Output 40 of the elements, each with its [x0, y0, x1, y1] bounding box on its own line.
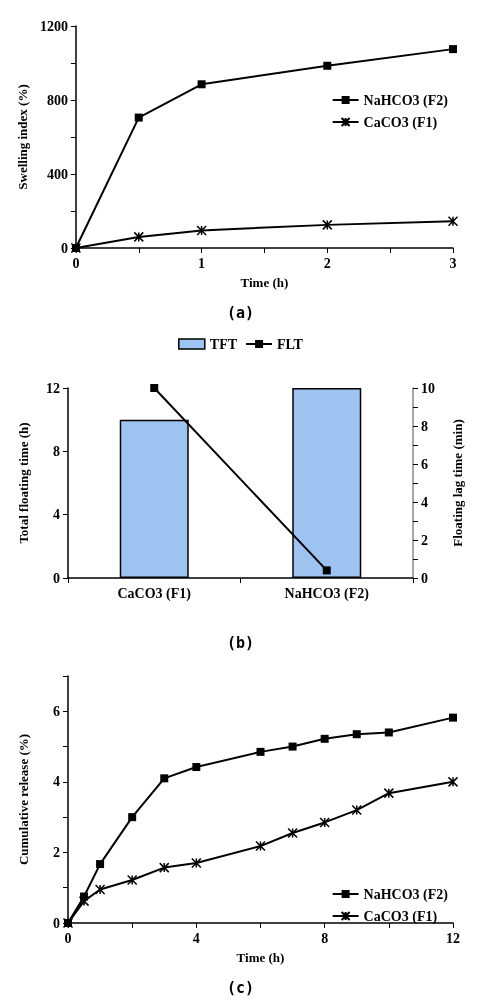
- y-tick-label: 1200: [39, 18, 68, 34]
- text: (b): [226, 633, 255, 652]
- y-tick-label: 4: [53, 507, 60, 523]
- x-tick-label: 8: [321, 930, 329, 946]
- legend-label: NaHCO3 (F2): [363, 92, 449, 109]
- y-tick-label: 0: [53, 915, 60, 931]
- y2-tick-label: 10: [421, 380, 435, 396]
- y2-tick-label: 2: [421, 532, 428, 548]
- x-tick-label: 12: [446, 930, 460, 946]
- y-tick-label: 0: [60, 240, 68, 256]
- legend-label: FLT: [277, 336, 304, 352]
- y2-tick-label: 0: [421, 570, 428, 586]
- y-tick-label: 8: [53, 443, 60, 459]
- text: (a): [226, 303, 255, 322]
- x-tick-label: 1: [198, 255, 206, 271]
- y-axis-title: Swelling index (%): [15, 84, 30, 190]
- y-axis-title: Cumulative release (%): [16, 733, 31, 866]
- y-tick-label: 2: [53, 844, 60, 860]
- y2-tick-label: 6: [421, 456, 428, 472]
- x-axis-title: Time (h): [236, 950, 285, 965]
- y-tick-label: 6: [53, 703, 60, 719]
- y-tick-label: 12: [46, 380, 60, 396]
- y-tick-label: 0: [53, 570, 60, 586]
- y2-tick-label: 4: [421, 494, 428, 510]
- legend-label: CaCO3 (F1): [363, 908, 438, 925]
- legend-label: TFT: [209, 336, 238, 352]
- x-tick-label: 3: [449, 255, 457, 271]
- legend-label: NaHCO3 (F2): [363, 886, 449, 903]
- legend-label: CaCO3 (F1): [363, 114, 438, 131]
- text: (c): [226, 978, 255, 997]
- y2-tick-label: 8: [421, 418, 428, 434]
- y2-axis-title: Floating lag time (min): [450, 419, 465, 547]
- y-tick-label: 4: [53, 774, 60, 790]
- x-axis-title: Time (h): [240, 275, 289, 290]
- y-axis-title: Total floating time (h): [16, 422, 31, 544]
- y-tick-label: 400: [46, 166, 68, 182]
- y-tick-label: 800: [46, 92, 68, 108]
- x-tick-label: 2: [323, 255, 331, 271]
- x-tick-label: 0: [72, 255, 80, 271]
- x-tick-label: 4: [192, 930, 200, 946]
